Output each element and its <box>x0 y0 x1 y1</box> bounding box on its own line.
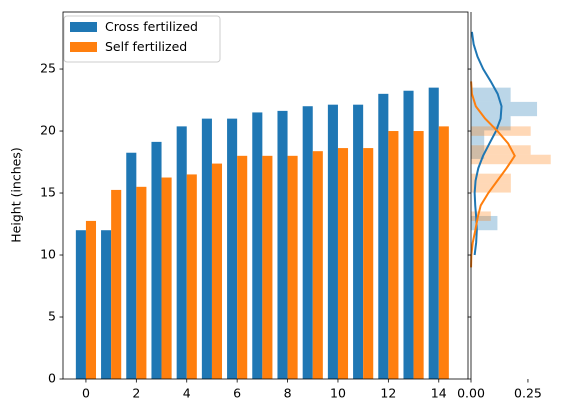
y-tick-label: 15 <box>40 185 56 200</box>
bar <box>111 189 122 379</box>
hist-bar <box>471 144 485 159</box>
hist-bar <box>471 130 485 145</box>
bar <box>388 131 399 379</box>
bar <box>201 118 212 379</box>
y-axis-label: Height (inches) <box>9 147 24 242</box>
bar <box>85 220 97 379</box>
bar <box>161 177 172 379</box>
x-tick-label: 14 <box>431 386 447 401</box>
x-tick-label: 0.25 <box>514 386 542 401</box>
bar <box>403 90 414 380</box>
hist-bar <box>471 173 511 184</box>
hist-bar <box>471 211 491 221</box>
bar <box>428 87 439 379</box>
x-tick-label: 0.00 <box>457 386 485 401</box>
bar <box>227 118 238 379</box>
legend-swatch <box>70 22 97 32</box>
y-tick-label: 25 <box>40 61 56 76</box>
y-tick-label: 5 <box>48 309 56 324</box>
bar <box>136 186 147 379</box>
bar <box>363 148 374 379</box>
bar <box>252 112 263 380</box>
bar <box>327 104 338 379</box>
bar <box>302 106 313 379</box>
bar <box>337 148 349 379</box>
legend-label: Cross fertilized <box>105 19 198 34</box>
y-tick-label: 0 <box>48 371 56 386</box>
legend: Cross fertilized Self fertilized <box>63 15 221 63</box>
bar <box>277 110 288 380</box>
x-tick-label: 0 <box>82 386 90 401</box>
bar <box>126 152 137 379</box>
hist-bar <box>471 126 531 136</box>
hist-bar <box>471 154 551 165</box>
bar <box>101 230 112 379</box>
bar <box>378 93 389 379</box>
legend-label: Self fertilized <box>105 39 187 54</box>
bar <box>262 155 273 379</box>
hist-bar <box>471 87 511 102</box>
plot-frame <box>62 11 469 380</box>
bar <box>413 131 424 379</box>
y-tick-label: 20 <box>40 123 56 138</box>
bar <box>237 155 248 379</box>
x-tick-label: 6 <box>233 386 241 401</box>
bar <box>211 163 223 379</box>
x-tick-label: 10 <box>330 386 346 401</box>
hist-bar <box>471 101 538 117</box>
hist-bar <box>471 145 531 155</box>
bar <box>287 155 298 379</box>
x-tick-label: 12 <box>380 386 396 401</box>
bar <box>312 151 323 379</box>
bar <box>186 174 197 379</box>
bar <box>151 141 162 379</box>
bar <box>75 230 86 379</box>
bar <box>438 126 449 379</box>
x-tick-label: 4 <box>183 386 191 401</box>
y-tick-label: 10 <box>40 247 56 262</box>
kde-curve <box>470 81 516 268</box>
legend-swatch <box>70 42 97 52</box>
legend-frame <box>63 15 221 63</box>
bar <box>176 126 187 379</box>
kde-curve <box>470 31 503 256</box>
x-tick-label: 8 <box>284 386 292 401</box>
x-tick-label: 2 <box>132 386 140 401</box>
bar <box>353 104 364 379</box>
